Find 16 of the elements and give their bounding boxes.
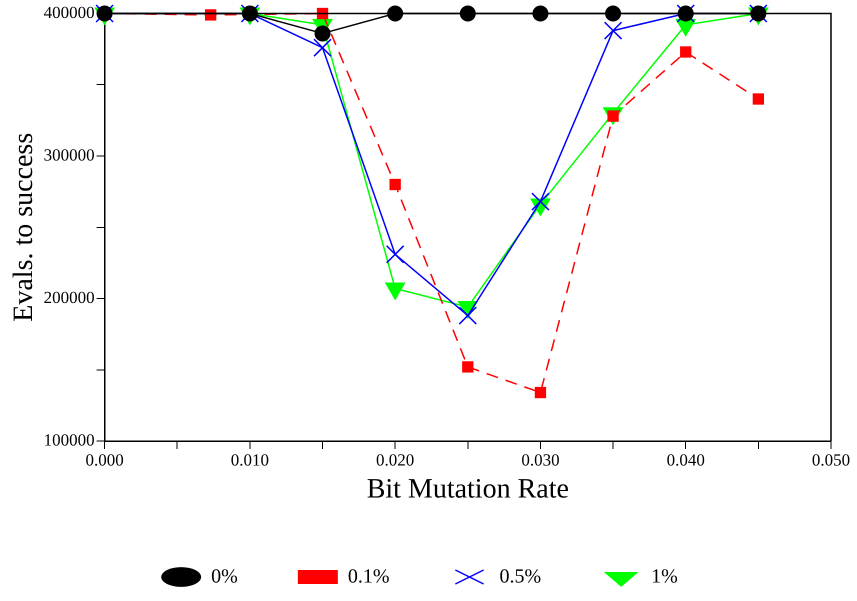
x-tick-label: 0.020 [376, 450, 414, 470]
x-tick-label: 0.040 [666, 450, 705, 470]
y-tick-label: 200000 [44, 288, 95, 307]
y-tick-label: 300000 [44, 145, 95, 164]
x-axis-title: Bit Mutation Rate [366, 474, 569, 505]
x-tick-label: 0.030 [521, 450, 560, 470]
y-tick-label: 400000 [44, 2, 95, 22]
x-tick-label: 0.010 [230, 450, 270, 470]
legend-label: 0% [211, 565, 238, 588]
x-tick-label: 0.000 [85, 450, 124, 470]
x-tick-label: 0.050 [812, 450, 850, 470]
legend-label: 0.5% [500, 565, 542, 588]
y-axis-title: Evals. to success [8, 132, 40, 322]
legend-label: 0.1% [348, 565, 390, 588]
y-tick-label: 100000 [44, 430, 95, 450]
legend-label: 1% [651, 565, 678, 588]
